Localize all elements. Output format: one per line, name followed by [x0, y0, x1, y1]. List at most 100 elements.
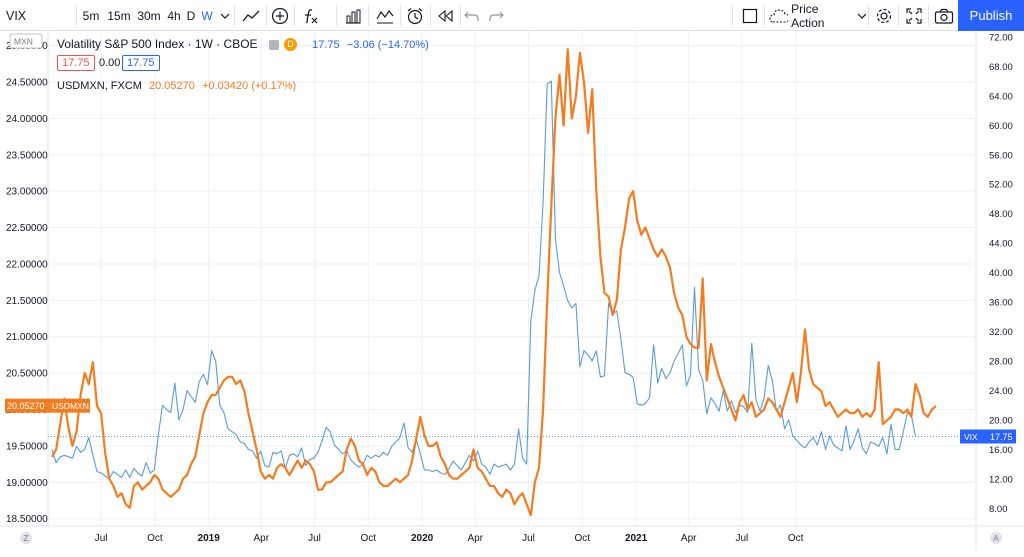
indicators-button[interactable] — [298, 0, 322, 31]
toolbar-divider — [336, 5, 337, 26]
alert-clock-icon — [407, 7, 423, 24]
usdmxn-series-line — [51, 48, 937, 517]
template-button[interactable]: Price Action — [768, 0, 866, 31]
bar-chart-button[interactable] — [340, 0, 366, 31]
cloud-icon — [769, 8, 789, 23]
time-axis-tick: Jul — [735, 533, 748, 544]
toolbar-divider — [732, 5, 733, 26]
redo-icon — [489, 11, 504, 21]
toolbar-divider — [76, 5, 77, 26]
time-axis-tick: Oct — [147, 533, 163, 544]
right-axis-tick: 68.00 — [989, 62, 1013, 73]
add-indicator-button[interactable] — [268, 0, 292, 31]
top-toolbar: VIX 5m 15m 30m 4h D W — [0, 0, 1024, 31]
time-axis-tick: Apr — [681, 533, 697, 544]
camera-icon — [934, 8, 954, 24]
interval-dropdown-button[interactable] — [218, 0, 232, 31]
interval-label: 15m — [107, 8, 131, 23]
undo-icon — [464, 11, 479, 21]
toolbar-divider — [898, 5, 899, 26]
chevron-down-icon — [220, 13, 230, 19]
bar-chart-icon — [346, 9, 361, 24]
add-indicator-icon — [271, 7, 289, 24]
interval-4h-button[interactable]: 4h — [164, 0, 184, 31]
template-label: Price Action — [791, 1, 825, 30]
publish-button[interactable]: Publish — [958, 0, 1024, 31]
layout-square-icon — [742, 8, 758, 23]
left-axis-tick: 21.00000 — [6, 332, 48, 343]
compare-icon — [376, 9, 394, 23]
usdmxn-price-tag — [5, 398, 90, 413]
usdmxn-price-tag-value: 20.05270 — [7, 401, 45, 411]
vix-price-tag-label: VIX — [964, 432, 978, 442]
right-axis-tick: 24.00 — [989, 386, 1013, 397]
spread-value: 0.00 — [99, 57, 121, 69]
toolbar-divider — [430, 5, 431, 26]
left-axis-tick: 24.00000 — [6, 114, 48, 125]
redo-button[interactable] — [486, 0, 506, 31]
interval-15m-button[interactable]: 15m — [105, 0, 133, 31]
snapshot-button[interactable] — [932, 0, 956, 31]
right-axis-tick: 64.00 — [989, 91, 1013, 102]
undo-button[interactable] — [462, 0, 482, 31]
right-axis-tick: 16.00 — [989, 445, 1013, 456]
main-legend: Volatility S&P 500 Index · 1W · CBOE D 1… — [57, 37, 429, 52]
ask-box[interactable]: 17.75 — [122, 55, 160, 71]
symbol-search-button[interactable]: VIX — [6, 0, 34, 31]
interval-w-button[interactable]: W — [200, 0, 214, 31]
interval-30m-button[interactable]: 30m — [135, 0, 163, 31]
publish-label: Publish — [969, 8, 1013, 23]
currency-badge-label: MXN — [14, 37, 33, 47]
interval-label: W — [201, 8, 213, 23]
price-chart[interactable]: 25.0000024.5000024.0000023.5000023.00000… — [0, 31, 1024, 552]
left-axis-tick: 19.00000 — [6, 478, 48, 489]
auto-scale-toggle[interactable] — [990, 532, 1002, 544]
line-chart-icon — [242, 10, 260, 21]
time-axis-tick: Apr — [254, 533, 270, 544]
compare-button[interactable] — [372, 0, 398, 31]
interval-label: 30m — [137, 8, 161, 23]
replay-button[interactable] — [432, 0, 458, 31]
time-axis-tick: 2020 — [411, 533, 434, 544]
compare-legend: USDMXN, FXCM 20.05270 +0.03420 (+0.17%) — [57, 80, 296, 92]
interval-5m-button[interactable]: 5m — [80, 0, 102, 31]
toolbar-divider — [764, 5, 765, 26]
interval-label: 5m — [82, 8, 100, 23]
bid-box[interactable]: 17.75 — [57, 55, 95, 71]
chart-area[interactable]: 25.0000024.5000024.0000023.5000023.00000… — [0, 31, 1024, 552]
fullscreen-button[interactable] — [902, 0, 926, 31]
interval-label: D — [186, 8, 196, 23]
fx-icon — [305, 8, 318, 23]
settings-button[interactable] — [872, 0, 896, 31]
time-axis-tick: Jul — [522, 533, 535, 544]
main-last-value: 17.75 — [312, 39, 340, 51]
usdmxn-price-tag-label: USDMXN — [52, 401, 89, 411]
toolbar-divider — [368, 5, 369, 26]
layout-button[interactable] — [738, 0, 762, 31]
dividend-badge[interactable]: D — [283, 38, 297, 52]
chart-style-button[interactable] — [238, 0, 264, 31]
chevron-down-icon — [857, 13, 866, 19]
log-scale-toggle[interactable] — [20, 532, 32, 544]
time-axis-tick: Oct — [575, 533, 591, 544]
toolbar-divider — [868, 5, 869, 26]
main-change: −3.06 (−14.70%) — [346, 39, 429, 51]
right-axis-tick: 36.00 — [989, 298, 1013, 309]
symbol-label: VIX — [6, 8, 27, 23]
toolbar-divider — [266, 5, 267, 26]
right-axis-tick: 28.00 — [989, 357, 1013, 368]
interval-d-button[interactable]: D — [184, 0, 198, 31]
toolbar-divider — [234, 5, 235, 26]
left-axis-tick: 18.50000 — [6, 514, 48, 525]
compare-change: +0.03420 (+0.17%) — [201, 80, 297, 92]
time-axis-tick: Oct — [361, 533, 377, 544]
right-axis-tick: 12.00 — [989, 474, 1013, 485]
auto-scale-label: A — [993, 534, 999, 543]
right-axis-tick: 72.00 — [989, 32, 1013, 43]
right-axis-tick: 56.00 — [989, 150, 1013, 161]
currency-badge[interactable] — [9, 33, 43, 49]
alert-button[interactable] — [402, 0, 428, 31]
time-axis-tick: Apr — [468, 533, 484, 544]
right-axis-tick: 48.00 — [989, 209, 1013, 220]
minus-icon[interactable] — [268, 39, 279, 50]
